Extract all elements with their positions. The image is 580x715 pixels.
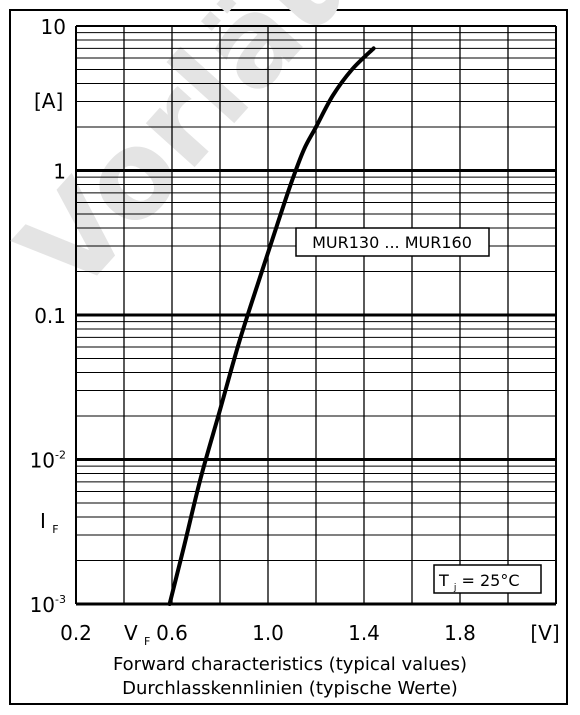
caption-german: Durchlasskennlinien (typische Werte) [122,678,458,699]
x-symbol-sub: F [144,635,150,648]
y-symbol-label: I F [40,509,59,536]
y-tick-base: 10 [41,15,66,39]
x-unit-label: [V] [530,621,559,645]
annotations: MUR130 ... MUR160 T j = 25°C [295,227,542,594]
y-symbol-sub: F [52,523,58,536]
y-tick-base: 10 [30,593,55,617]
temperature-symbol: T [438,571,449,590]
y-unit-label: [A] [34,89,63,113]
y-tick-base: 1 [53,160,66,184]
y-tick-label: 10 [41,15,66,39]
temperature-sub: j [453,583,457,593]
axis-symbols: [A] [V] I F V F [34,89,560,648]
x-tick-label: 0.2 [60,621,92,645]
y-tick-exponent: -3 [55,593,66,606]
series-label: MUR130 ... MUR160 [312,233,472,252]
y-tick-label: 1 [53,160,66,184]
y-tick-label: 10-2 [30,449,66,473]
temperature-label-box [433,564,542,594]
y-tick-label: 0.1 [34,304,66,328]
series-layer [167,46,376,606]
x-tick-label: 1.0 [252,621,284,645]
x-tick-label: 0.6 [156,621,188,645]
temperature-value: = 25°C [461,571,519,590]
x-symbol-label: V F [124,621,150,648]
series-line-mur130-mur160 [167,46,376,606]
y-tick-exponent: -2 [55,449,66,462]
x-tick-label: 1.8 [444,621,476,645]
series-label-box [295,227,490,257]
y-tick-base: 10 [30,449,55,473]
grid [75,25,557,606]
x-tick-label: 1.4 [348,621,380,645]
x-symbol: V [124,621,138,645]
caption-english: Forward characteristics (typical values) [112,654,468,675]
y-tick-base: 0.1 [34,304,66,328]
temperature-label: T j = 25°C [438,571,520,594]
y-tick-label: 10-3 [30,593,66,617]
y-symbol: I [40,509,46,533]
